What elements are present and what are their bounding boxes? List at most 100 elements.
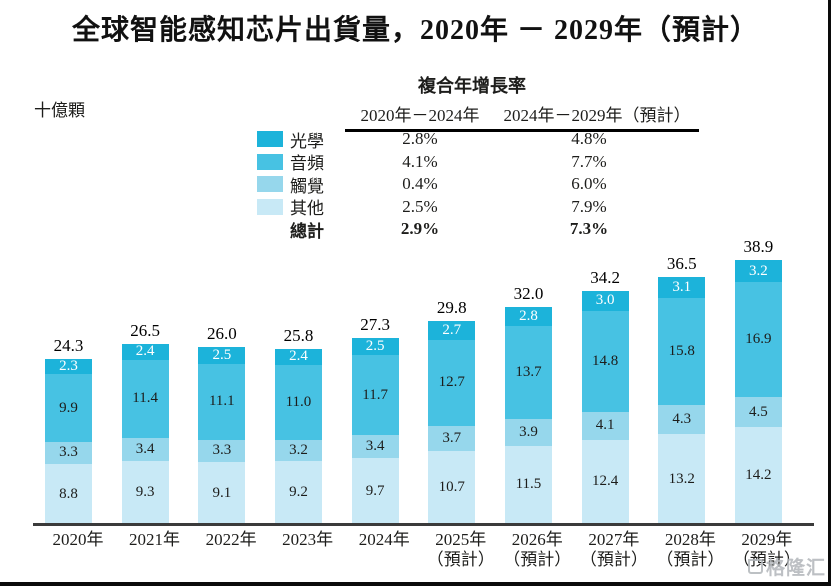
legend-swatch-icon — [257, 153, 283, 170]
page-border-bottom — [0, 582, 831, 586]
x-axis-year: 2029年 — [741, 530, 793, 549]
bar-segment-other: 9.1 — [198, 462, 246, 524]
bar-segment-audio: 14.8 — [581, 311, 629, 412]
bar-segment-touch: 3.7 — [428, 426, 476, 452]
bar-column: 25.8 2.4 11.0 3.2 9.2 — [274, 325, 322, 524]
chart-title: 全球智能感知芯片出貨量，2020年 － 2029年（預計） — [71, 15, 759, 46]
legend-label: 觸覺 — [290, 176, 324, 196]
x-axis-label: 2020年 — [40, 530, 116, 570]
cagr-value-2024-2029: 7.3% — [569, 219, 609, 239]
watermark-text: 格隆汇 — [765, 558, 826, 579]
bar-segment-optical: 2.7 — [428, 321, 476, 340]
cagr-value-2020-2024: 2.8% — [402, 129, 438, 149]
bar-segment-audio: 15.8 — [658, 297, 706, 406]
x-axis-label: 2028年 （預計） — [652, 530, 728, 570]
bar-total-label: 36.5 — [666, 253, 697, 273]
cagr-column-header-2: 2024年－2029年（預計） — [503, 106, 691, 125]
x-axis-forecast-note: （預計） — [579, 550, 648, 569]
bar-segment-audio: 11.7 — [351, 355, 399, 435]
bar-total-label: 24.3 — [53, 335, 84, 355]
bar-segment-audio: 13.7 — [504, 326, 552, 420]
x-axis-year: 2021年 — [129, 530, 181, 549]
bar-chart-plot-area: 24.3 2.3 9.9 3.3 8.8 26.5 2.4 11.4 3.4 9.3 26.0 2.5… — [45, 230, 782, 524]
x-axis-year: 2027年 — [588, 530, 640, 549]
bar-column: 38.9 3.2 16.9 4.5 14.2 — [734, 237, 782, 524]
bar-segment-optical: 2.5 — [198, 347, 246, 365]
bar-segment-other: 11.5 — [504, 445, 552, 524]
bar-segment-touch: 3.9 — [504, 419, 552, 446]
x-axis-year: 2026年 — [511, 530, 563, 549]
bar-segment-audio: 11.1 — [198, 364, 246, 440]
bar-segment-other: 14.2 — [734, 427, 782, 524]
bar-column: 36.5 3.1 15.8 4.3 13.2 — [658, 253, 706, 524]
legend-label: 其他 — [290, 199, 324, 219]
bar-column: 34.2 3.0 14.8 4.1 12.4 — [581, 267, 629, 524]
x-axis-label: 2024年 — [346, 530, 422, 570]
cagr-value-2024-2029: 7.9% — [571, 196, 607, 216]
bar-segment-touch: 3.4 — [121, 437, 169, 461]
bar-total-label: 29.8 — [436, 298, 467, 318]
cagr-value-2024-2029: 7.7% — [571, 151, 607, 171]
legend-swatch-icon — [257, 176, 283, 193]
bar-segment-optical: 2.5 — [351, 338, 399, 356]
bar-segment-other: 9.2 — [274, 461, 322, 524]
x-axis-forecast-note: （預計） — [656, 550, 725, 569]
bar-column: 26.0 2.5 11.1 3.3 9.1 — [198, 324, 246, 524]
bar-segment-audio: 11.0 — [274, 364, 322, 440]
x-axis-year: 2025年 — [435, 530, 487, 549]
x-axis-line — [33, 523, 814, 526]
cagr-value-2020-2024: 2.5% — [402, 196, 438, 216]
bar-segment-touch: 3.3 — [198, 439, 246, 463]
cagr-value-2020-2024: 2.9% — [400, 219, 440, 239]
bar-total-label: 38.9 — [743, 237, 774, 257]
cagr-column-header-1: 2020年－2024年 — [360, 106, 480, 125]
x-axis-forecast-note: （預計） — [426, 550, 495, 569]
cagr-table-header: 複合年增長率 2020年－2024年 2024年－2029年（預計） — [345, 72, 699, 132]
x-axis-year: 2024年 — [358, 530, 410, 549]
x-axis-year: 2023年 — [282, 530, 334, 549]
bar-total-label: 32.0 — [513, 284, 544, 304]
x-axis-labels: 2020年 2021年 2022年 2023年 2024年 2025年 （預計） 2026年（… — [40, 530, 805, 570]
bar-segment-optical: 2.4 — [121, 343, 169, 361]
bar-segment-other: 13.2 — [658, 434, 706, 524]
bar-total-label: 25.8 — [283, 325, 314, 345]
x-axis-label: 2023年 — [270, 530, 346, 570]
page-border-right — [828, 0, 831, 586]
bar-segment-optical: 3.1 — [658, 276, 706, 298]
bar-segment-optical: 2.3 — [45, 358, 92, 375]
bar-segment-other: 9.3 — [121, 460, 169, 524]
cagr-row: 音頻 4.1% 7.7% — [257, 151, 697, 174]
gelonghui-logo-icon — [747, 559, 763, 574]
x-axis-label: 2025年 （預計） — [423, 530, 499, 570]
bar-total-label: 34.2 — [590, 267, 620, 287]
bar-segment-other: 10.7 — [428, 451, 476, 524]
bar-column: 26.5 2.4 11.4 3.4 9.3 — [121, 320, 169, 524]
legend-label: 音頻 — [290, 154, 324, 174]
bar-segment-optical: 3.2 — [734, 260, 782, 282]
bar-segment-optical: 2.4 — [274, 348, 322, 365]
legend-swatch-icon — [257, 131, 283, 148]
bar-segment-touch: 4.1 — [581, 411, 629, 440]
bar-segment-optical: 3.0 — [581, 290, 629, 312]
bar-segment-other: 9.7 — [351, 458, 399, 524]
bar-segment-touch: 4.5 — [734, 396, 782, 428]
x-axis-label: 2027年 （預計） — [576, 530, 652, 570]
x-axis-year: 2028年 — [664, 530, 716, 549]
bar-column: 32.0 2.8 13.7 3.9 11.5 — [504, 284, 552, 524]
x-axis-label: 2022年 — [193, 530, 269, 570]
x-axis-label: 2026年 （預計） — [499, 530, 575, 570]
bar-segment-touch: 3.2 — [274, 439, 322, 462]
cagr-value-2020-2024: 0.4% — [402, 174, 438, 194]
bar-segment-audio: 9.9 — [45, 374, 92, 442]
bar-total-label: 26.0 — [206, 324, 237, 344]
cagr-row: 總計 2.9% 7.3% — [257, 218, 697, 241]
y-axis-unit-label: 十億顆 — [34, 101, 85, 120]
bar-segment-other: 12.4 — [581, 439, 629, 524]
cagr-row: 其他 2.5% 7.9% — [257, 196, 697, 219]
bar-total-label: 26.5 — [130, 320, 161, 340]
bar-segment-other: 8.8 — [45, 464, 92, 524]
cagr-rows: 光學 2.8% 4.8% 音頻 4.1% 7.7% 觸覺 0.4% 6.0% 其他 2.5% 7.9%… — [257, 128, 697, 241]
bar-segment-touch: 3.4 — [351, 434, 399, 459]
cagr-value-2024-2029: 6.0% — [571, 174, 607, 194]
